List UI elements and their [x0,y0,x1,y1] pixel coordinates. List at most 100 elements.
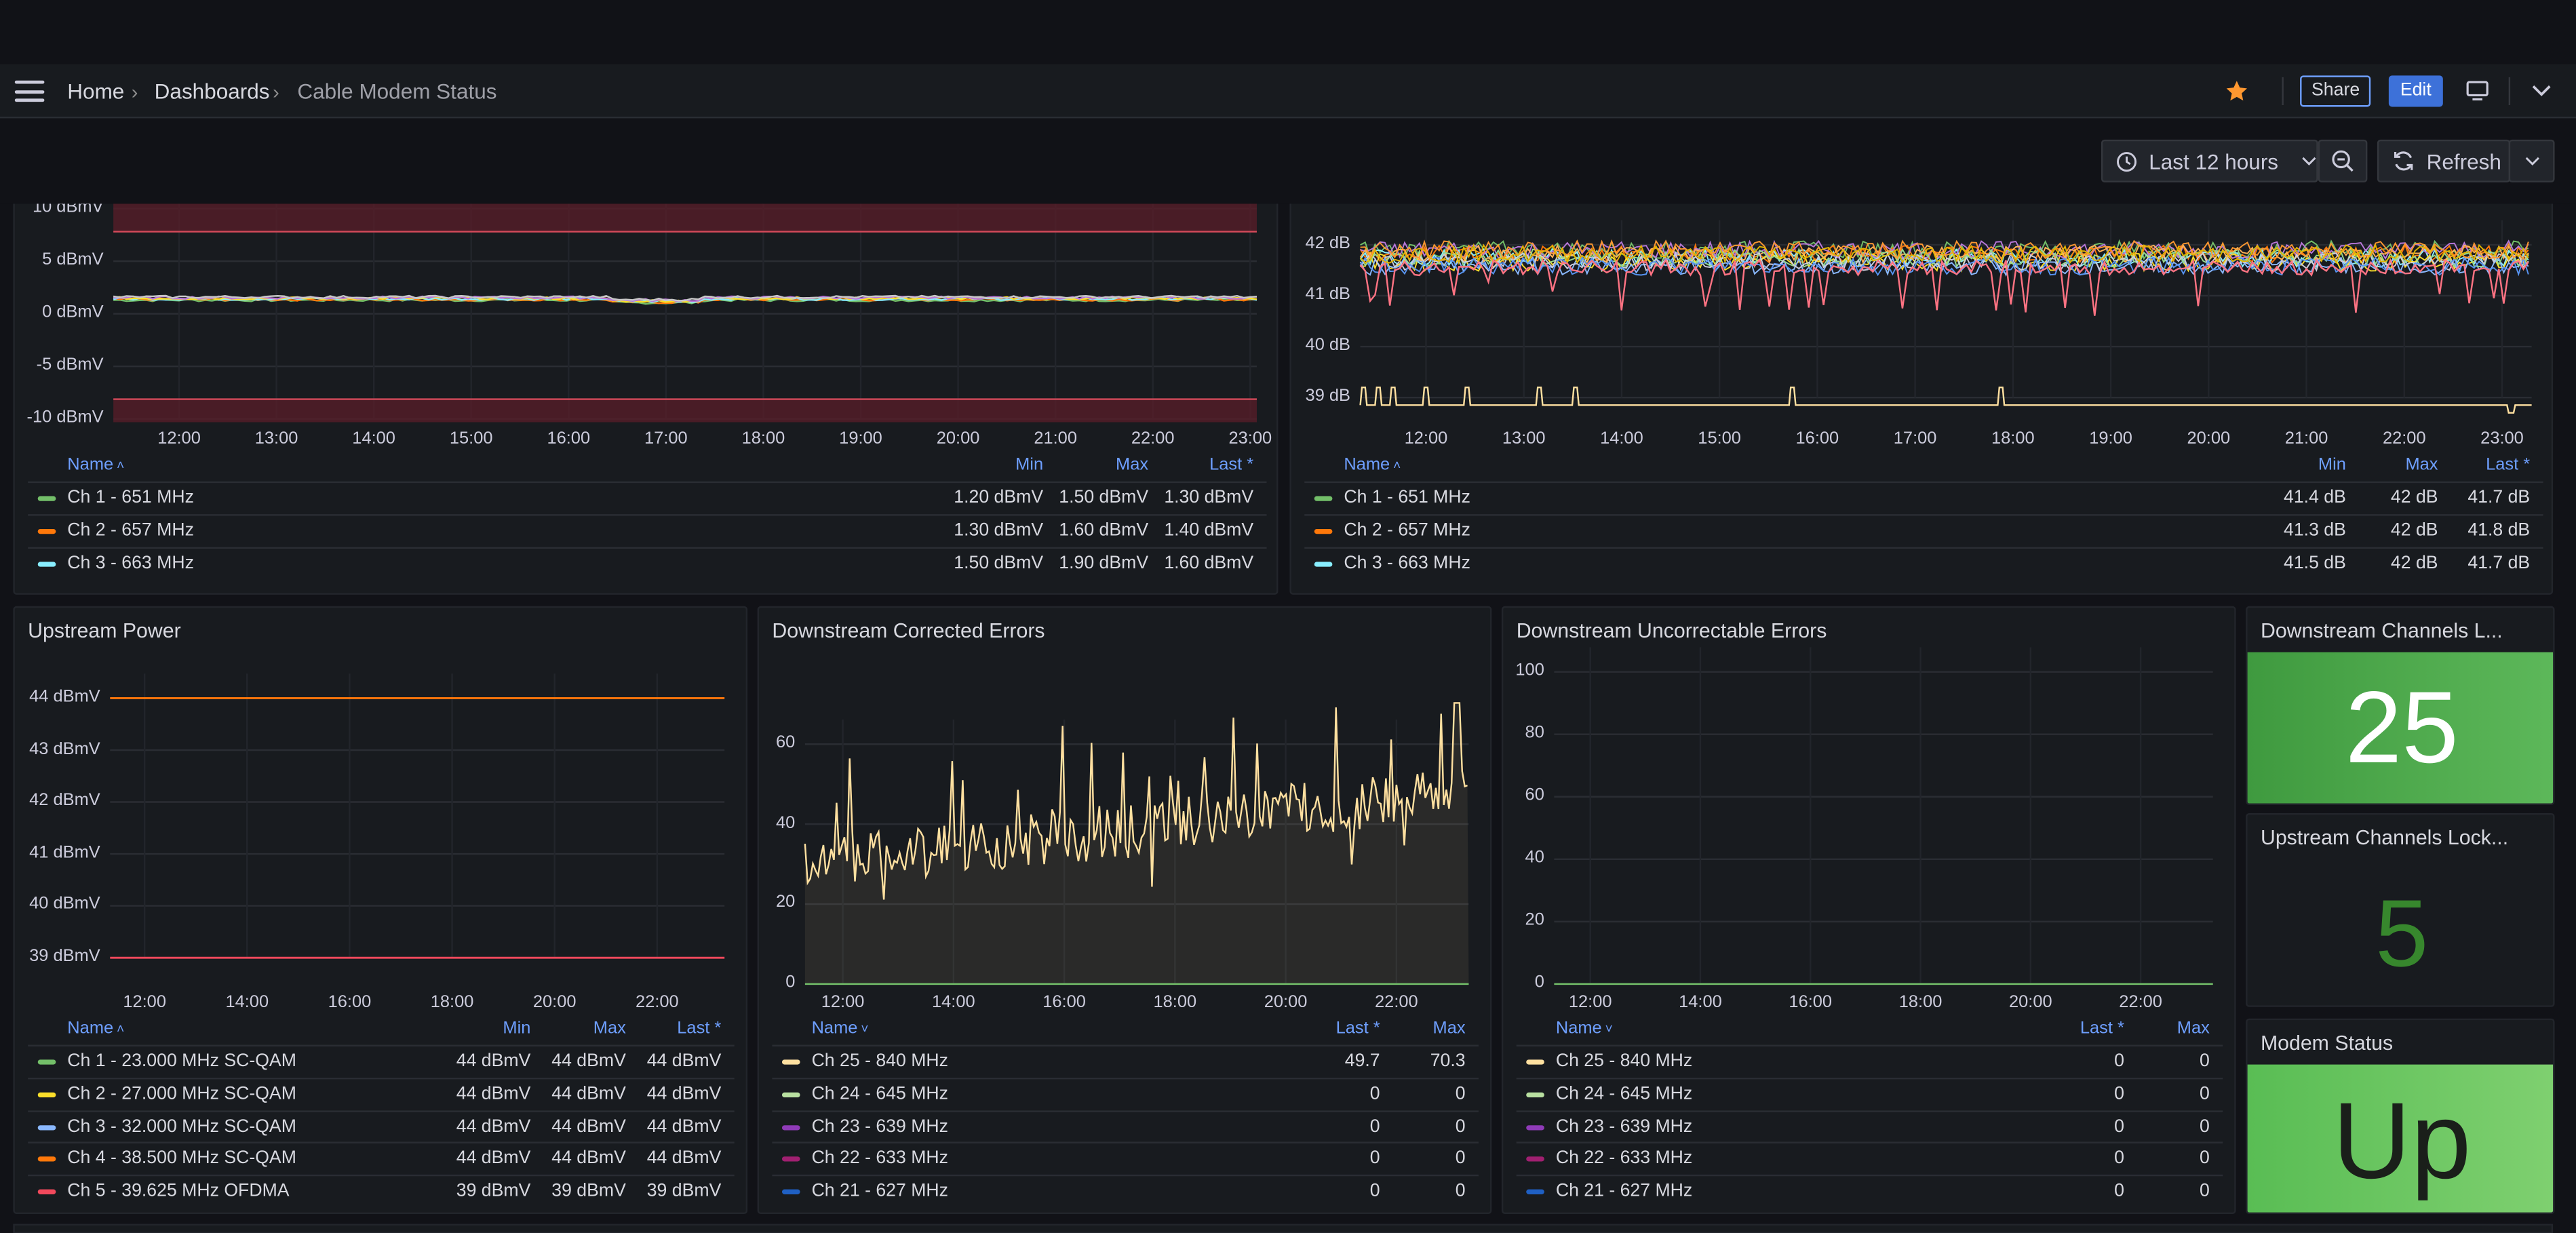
x-tick-label: 22:00 [1375,992,1418,1013]
legend-row-divider [28,547,1267,549]
sort-arrow-icon: ˅ [861,1021,869,1037]
x-tick-label: 14:00 [1679,992,1722,1013]
menu-icon[interactable] [14,80,45,102]
legend-series-name[interactable]: Ch 25 - 840 MHz [1555,1051,1693,1072]
legend-swatch-icon [37,1059,56,1065]
legend-series-name[interactable]: Ch 1 - 651 MHz [67,488,194,508]
x-tick-label: 18:00 [430,992,474,1013]
legend-series-name[interactable]: Ch 21 - 627 MHz [811,1181,948,1202]
legend-last-value: 0 [1369,1181,1380,1202]
x-tick-label: 18:00 [1898,992,1943,1013]
legend-last-value: 0 [1369,1149,1380,1169]
legend-max-value: 44 dBmV [551,1116,626,1137]
legend-header-max: Max [2405,454,2438,475]
share-button[interactable]: Share [2300,75,2372,107]
legend-row-divider [1516,1044,2223,1046]
legend-series-name[interactable]: Ch 24 - 645 MHz [1555,1084,1693,1104]
breadcrumb-home[interactable]: Home [67,79,125,104]
legend-series-name[interactable]: Ch 1 - 23.000 MHz SC-QAM [67,1051,296,1072]
legend-swatch-icon [781,1190,800,1195]
legend-last-value: 0 [2114,1051,2124,1072]
legend-last-value: 0 [2114,1084,2124,1104]
time-range-picker[interactable]: Last 12 hours [2101,139,2318,182]
legend-last-value: 0 [2114,1116,2124,1137]
y-tick-label: 0 [785,972,796,993]
snr-series-line [1359,258,2529,316]
legend-max-value: 42 dB [2390,520,2438,541]
chevron-down-icon [2524,157,2539,165]
legend-series-name[interactable]: Ch 23 - 639 MHz [1555,1116,1693,1137]
top-navbar: Home › Dashboards › Cable Modem Status S… [0,64,2576,119]
x-tick-label: 13:00 [1502,429,1546,449]
legend-series-name[interactable]: Ch 25 - 840 MHz [811,1051,948,1072]
x-tick-label: 20:00 [2009,992,2052,1013]
x-tick-label: 12:00 [1568,992,1612,1013]
legend-series-name[interactable]: Ch 22 - 633 MHz [1555,1149,1693,1169]
legend-last-value: 1.60 dBmV [1164,553,1254,574]
breadcrumb-separator-icon: › [273,80,279,104]
legend-max-value: 0 [1455,1084,1466,1104]
breadcrumb-dashboards[interactable]: Dashboards [154,79,270,104]
legend-series-name[interactable]: Ch 24 - 645 MHz [811,1084,948,1104]
snr-series-line [1359,386,2532,414]
x-tick-label: 16:00 [1042,992,1086,1013]
uncorrectable-errors-plot [1554,647,2213,985]
y-tick-label: 39 dBmV [29,946,100,966]
legend-row-divider [772,1110,1479,1112]
tv-mode-icon[interactable] [2466,81,2489,102]
legend-series-name[interactable]: Ch 3 - 32.000 MHz SC-QAM [67,1116,296,1137]
legend-series-name[interactable]: Ch 3 - 663 MHz [1344,553,1470,574]
x-tick-label: 17:00 [644,429,688,449]
legend-series-name[interactable]: Ch 2 - 657 MHz [1344,520,1470,541]
threshold-band-high [113,199,1257,232]
snr-series-line [1360,239,2529,261]
legend-swatch-icon [1526,1190,1544,1195]
y-tick-label: 39 dB [1305,386,1351,406]
legend-series-name[interactable]: Ch 4 - 38.500 MHz SC-QAM [67,1149,296,1169]
legend-series-name[interactable]: Ch 21 - 627 MHz [1555,1181,1693,1202]
y-tick-label: 40 [1525,847,1544,867]
chevron-down-icon[interactable] [2532,84,2552,97]
legend-min-value: 1.50 dBmV [954,553,1044,574]
legend-header-min: Min [1015,454,1044,475]
legend-row-divider [1304,547,2543,549]
panel-title: Downstream Channels L... [2260,619,2503,643]
refresh-interval-dropdown[interactable] [2508,139,2555,182]
legend-row-divider [28,1175,735,1177]
panel-downstream-snr: 42 dB 41 dB 40 dB 39 dB 12:00 13:00 14:00 15:00… [1289,180,2554,595]
legend-row-divider [28,1077,735,1079]
panel-title: Downstream Corrected Errors [772,619,1045,643]
legend-swatch-icon [781,1092,800,1097]
sort-arrow-icon: ˅ [1605,1021,1613,1037]
legend-series-name[interactable]: Ch 1 - 651 MHz [1344,488,1470,508]
legend-series-name[interactable]: Ch 2 - 27.000 MHz SC-QAM [67,1084,296,1104]
x-tick-label: 22:00 [2119,992,2162,1013]
refresh-button[interactable]: Refresh [2377,139,2511,182]
star-icon[interactable] [2225,79,2249,103]
y-tick-label: 20 [1525,909,1544,930]
x-tick-label: 20:00 [936,429,980,449]
legend-series-name[interactable]: Ch 23 - 639 MHz [811,1116,948,1137]
zoom-out-button[interactable] [2318,139,2368,182]
legend-series-name[interactable]: Ch 5 - 39.625 MHz OFDMA [67,1181,290,1202]
edit-button[interactable]: Edit [2388,75,2443,107]
panel-title: Downstream Uncorrectable Errors [1516,619,1827,643]
legend-swatch-icon [37,1092,56,1097]
legend-series-name[interactable]: Ch 2 - 657 MHz [67,520,194,541]
sort-arrow-icon: ˄ [116,458,125,473]
x-tick-label: 20:00 [532,992,577,1013]
upstream-power-plot [110,673,725,959]
legend-max-value: 70.3 [1430,1051,1466,1072]
x-tick-label: 12:00 [821,992,865,1013]
legend-header-name: Name [811,1018,858,1038]
legend-last-value: 0 [1369,1084,1380,1104]
legend-series-name[interactable]: Ch 3 - 663 MHz [67,553,194,574]
threshold-band-low [113,399,1257,423]
x-tick-label: 18:00 [1153,992,1197,1013]
legend-header-last: Last * [2486,454,2531,475]
legend-swatch-icon [1314,496,1333,501]
x-tick-label: 22:00 [1131,429,1175,449]
legend-series-name[interactable]: Ch 22 - 633 MHz [811,1149,948,1169]
legend-row-divider [28,1110,735,1112]
